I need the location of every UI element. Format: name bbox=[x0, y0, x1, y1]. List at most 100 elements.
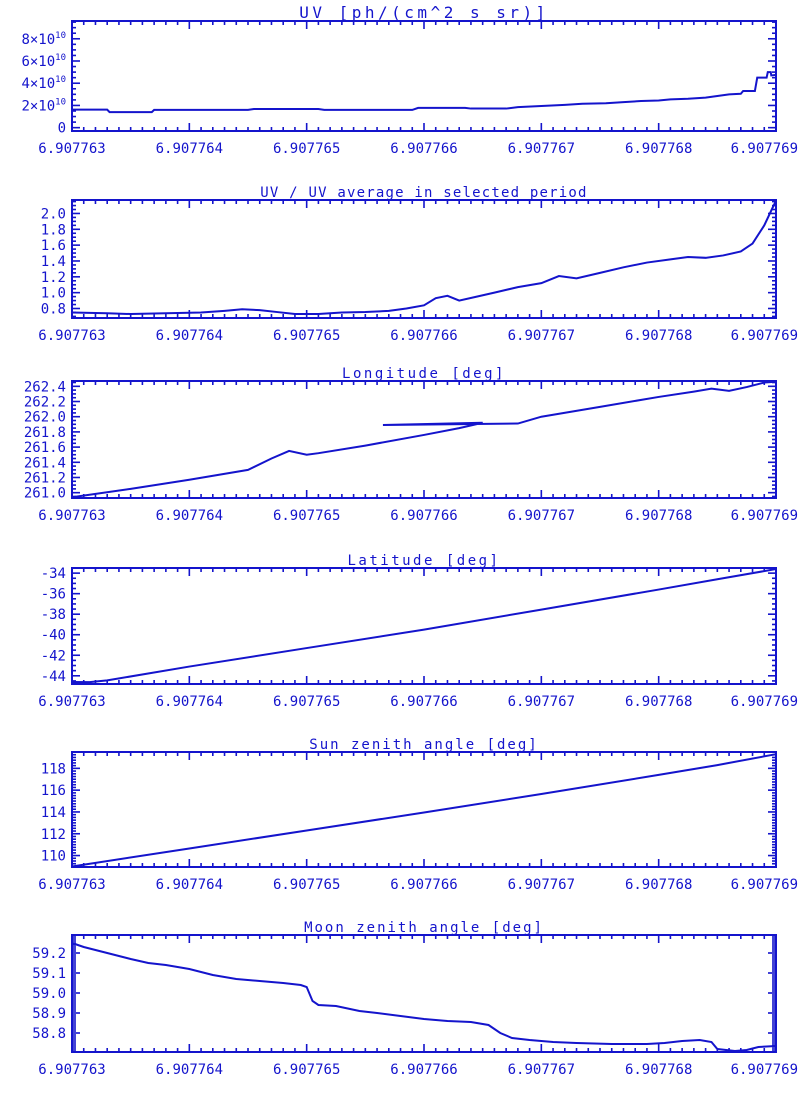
x-tick-label: 6.907767 bbox=[508, 508, 575, 524]
y-tick-label: 8×1010 bbox=[21, 31, 66, 48]
plot-title: Latitude [deg] bbox=[347, 553, 500, 569]
plot-title: UV / UV average in selected period bbox=[260, 185, 587, 201]
x-tick-label: 6.907763 bbox=[38, 508, 105, 524]
y-tick-label: -38 bbox=[41, 607, 66, 623]
x-tick-label: 6.907769 bbox=[731, 508, 798, 524]
y-tick-label: -36 bbox=[41, 587, 66, 603]
x-tick-label: 6.907768 bbox=[625, 694, 692, 710]
x-tick-label: 6.907767 bbox=[508, 141, 575, 157]
plot-title: Moon zenith angle [deg] bbox=[304, 920, 544, 936]
y-tick-label: 1.8 bbox=[41, 222, 66, 238]
x-tick-label: 6.907764 bbox=[156, 1062, 223, 1078]
y-tick-label: -34 bbox=[41, 566, 66, 582]
data-line bbox=[71, 200, 777, 316]
data-line bbox=[71, 942, 777, 1053]
data-line bbox=[71, 753, 777, 868]
x-tick-label: 6.907765 bbox=[273, 508, 340, 524]
y-tick-label: 1.4 bbox=[41, 254, 66, 270]
x-tick-label: 6.907763 bbox=[38, 877, 105, 893]
plot-panel-4: Latitude [deg] 6.907763 6.907764 6.907765 6.… bbox=[38, 553, 798, 710]
y-tick-label: 0.8 bbox=[41, 301, 66, 317]
x-tick-label: 6.907766 bbox=[390, 328, 457, 344]
y-tick-label: 59.1 bbox=[32, 966, 66, 982]
x-tick-label: 6.907766 bbox=[390, 1062, 457, 1078]
y-tick-label: 1.0 bbox=[41, 286, 66, 302]
plot-frame bbox=[71, 567, 777, 685]
y-tick-label: -44 bbox=[41, 669, 66, 685]
x-tick-label: 6.907763 bbox=[38, 328, 105, 344]
y-tick-label: -42 bbox=[41, 648, 66, 664]
y-tick-label: 116 bbox=[41, 783, 66, 799]
plot-panel-2: UV / UV average in selected period 6.9077… bbox=[38, 185, 798, 344]
y-tick-label: 262.4 bbox=[24, 379, 66, 395]
x-tick-label: 6.907769 bbox=[731, 141, 798, 157]
data-line bbox=[71, 380, 777, 499]
data-line bbox=[71, 568, 777, 684]
y-tick-label: 261.8 bbox=[24, 425, 66, 441]
x-tick-label: 6.907764 bbox=[156, 141, 223, 157]
x-tick-label: 6.907768 bbox=[625, 141, 692, 157]
y-tick-label: 1.6 bbox=[41, 238, 66, 254]
x-tick-label: 6.907766 bbox=[390, 508, 457, 524]
y-tick-label: 1.2 bbox=[41, 270, 66, 286]
y-tick-label: 114 bbox=[41, 805, 66, 821]
x-tick-label: 6.907764 bbox=[156, 694, 223, 710]
x-tick-label: 6.907765 bbox=[273, 1062, 340, 1078]
y-tick-label: 261.4 bbox=[24, 455, 66, 471]
y-tick-label: 112 bbox=[41, 827, 66, 843]
y-tick-label: 2.0 bbox=[41, 206, 66, 222]
y-tick-label: 110 bbox=[41, 849, 66, 865]
x-tick-label: 6.907767 bbox=[508, 1062, 575, 1078]
x-tick-label: 6.907764 bbox=[156, 328, 223, 344]
x-tick-label: 6.907766 bbox=[390, 694, 457, 710]
x-tick-label: 6.907763 bbox=[38, 141, 105, 157]
y-tick-label: 2×1010 bbox=[21, 97, 66, 114]
x-tick-label: 6.907768 bbox=[625, 328, 692, 344]
x-tick-label: 6.907768 bbox=[625, 877, 692, 893]
x-tick-label: 6.907763 bbox=[38, 694, 105, 710]
x-tick-label: 6.907765 bbox=[273, 877, 340, 893]
x-tick-label: 6.907768 bbox=[625, 1062, 692, 1078]
x-tick-label: 6.907764 bbox=[156, 508, 223, 524]
y-tick-label: 59.0 bbox=[32, 986, 66, 1002]
x-tick-label: 6.907767 bbox=[508, 694, 575, 710]
x-tick-label: 6.907764 bbox=[156, 877, 223, 893]
y-tick-label: 262.2 bbox=[24, 395, 66, 411]
x-tick-label: 6.907766 bbox=[390, 141, 457, 157]
plot-title: Longitude [deg] bbox=[342, 366, 506, 382]
plot-frame bbox=[71, 20, 777, 132]
y-tick-label: 58.8 bbox=[32, 1026, 66, 1042]
y-tick-label: 6×1010 bbox=[21, 53, 66, 70]
x-tick-label: 6.907766 bbox=[390, 877, 457, 893]
x-tick-label: 6.907769 bbox=[731, 877, 798, 893]
plot-panel-1: UV [ph/(cm^2 s sr)] 6.907763 6.907764 6.907… bbox=[21, 3, 798, 157]
y-tick-label: 58.9 bbox=[32, 1006, 66, 1022]
y-tick-label: 261.0 bbox=[24, 486, 66, 502]
plot-frame bbox=[71, 934, 777, 1053]
y-tick-label: 0 bbox=[58, 121, 66, 137]
plot-panel-3: Longitude [deg] 6.907763 6.907764 6.907765 6… bbox=[24, 366, 798, 524]
y-tick-label: 59.2 bbox=[32, 946, 66, 962]
plot-frame bbox=[71, 380, 777, 499]
plot-title: Sun zenith angle [deg] bbox=[309, 737, 538, 753]
x-tick-label: 6.907769 bbox=[731, 328, 798, 344]
x-tick-label: 6.907763 bbox=[38, 1062, 105, 1078]
y-tick-label: 261.6 bbox=[24, 440, 66, 456]
plot-panel-5: Sun zenith angle [deg] 6.907763 6.907764 6.… bbox=[38, 737, 798, 893]
x-tick-label: 6.907769 bbox=[731, 1062, 798, 1078]
x-tick-label: 6.907768 bbox=[625, 508, 692, 524]
x-tick-label: 6.907765 bbox=[273, 328, 340, 344]
y-tick-label: 118 bbox=[41, 761, 66, 777]
plot-title: UV [ph/(cm^2 s sr)] bbox=[299, 3, 549, 22]
y-tick-label: -40 bbox=[41, 628, 66, 644]
x-tick-label: 6.907767 bbox=[508, 328, 575, 344]
x-tick-label: 6.907765 bbox=[273, 141, 340, 157]
y-tick-label: 261.2 bbox=[24, 470, 66, 486]
data-line bbox=[72, 71, 777, 114]
y-tick-label: 4×1010 bbox=[21, 75, 66, 92]
x-tick-label: 6.907769 bbox=[731, 694, 798, 710]
plot-panel-6: Moon zenith angle [deg] 6.907763 6.907764 6… bbox=[32, 920, 798, 1078]
y-tick-label: 262.0 bbox=[24, 410, 66, 426]
x-tick-label: 6.907765 bbox=[273, 694, 340, 710]
